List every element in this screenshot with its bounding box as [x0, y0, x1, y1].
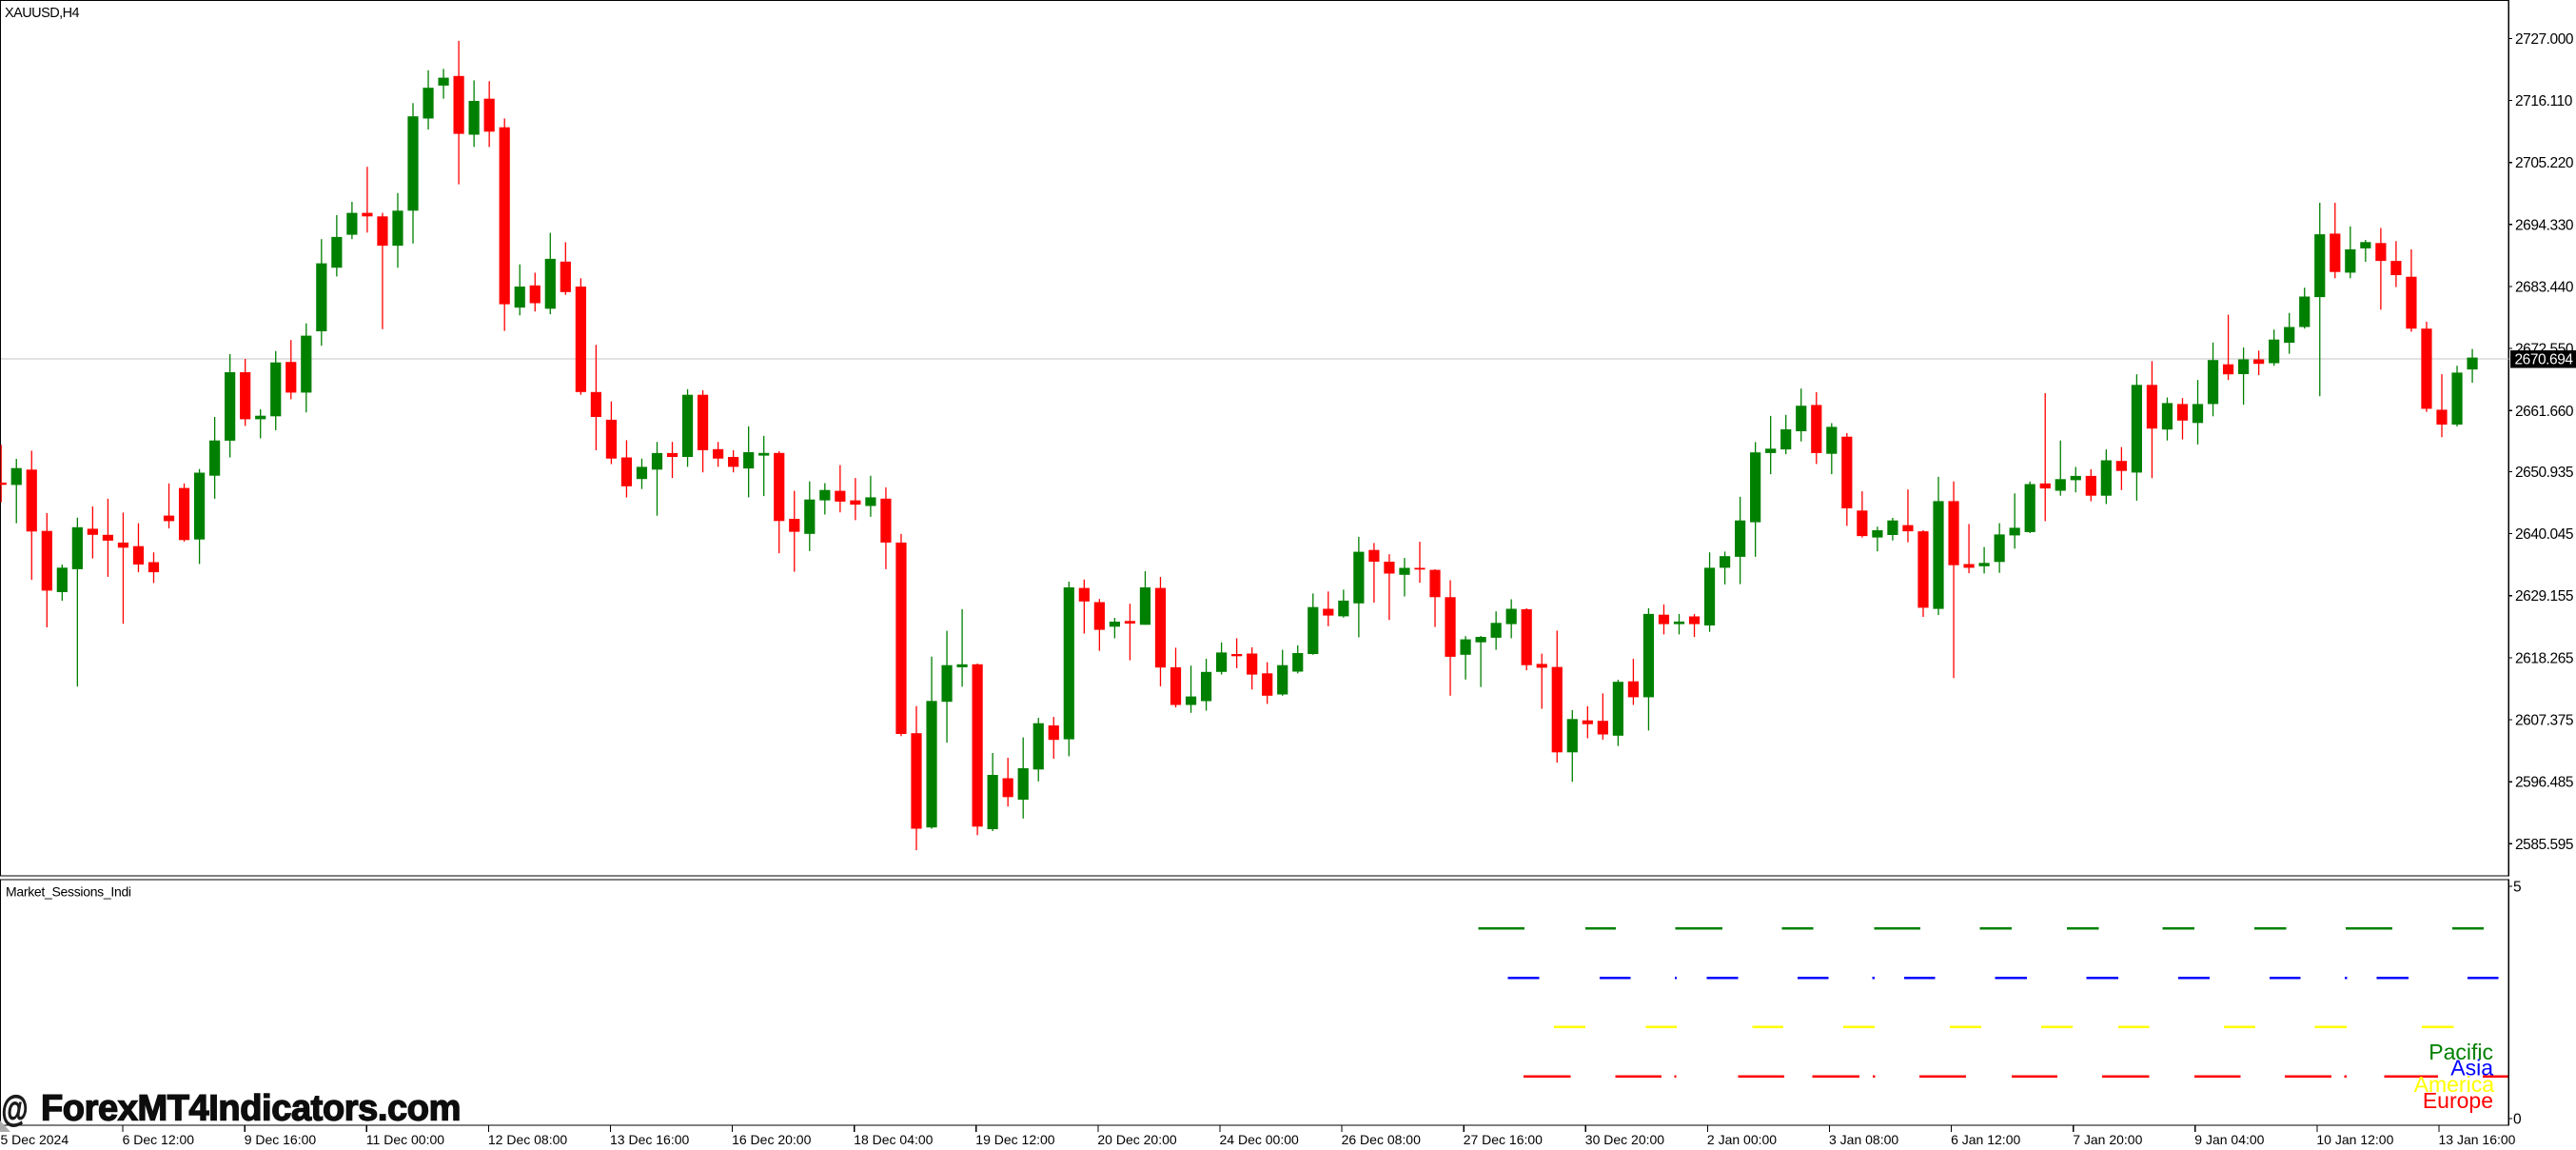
- svg-text:18 Dec 04:00: 18 Dec 04:00: [854, 1132, 933, 1147]
- svg-text:13 Dec 16:00: 13 Dec 16:00: [610, 1132, 689, 1147]
- svg-text:2618.265: 2618.265: [2515, 650, 2573, 666]
- svg-text:5 Dec 2024: 5 Dec 2024: [1, 1132, 69, 1147]
- svg-text:2670.694: 2670.694: [2515, 352, 2574, 368]
- svg-text:11 Dec 00:00: 11 Dec 00:00: [366, 1132, 444, 1147]
- svg-text:20 Dec 20:00: 20 Dec 20:00: [1097, 1132, 1176, 1147]
- svg-text:2705.220: 2705.220: [2515, 155, 2574, 171]
- svg-text:2683.440: 2683.440: [2515, 280, 2574, 296]
- svg-text:3 Jan 08:00: 3 Jan 08:00: [1829, 1132, 1898, 1147]
- svg-text:2 Jan 00:00: 2 Jan 00:00: [1707, 1132, 1777, 1147]
- svg-text:2596.485: 2596.485: [2515, 775, 2573, 791]
- svg-text:ForexMT4Indicators.com: ForexMT4Indicators.com: [41, 1089, 461, 1129]
- svg-text:26 Dec 08:00: 26 Dec 08:00: [1342, 1132, 1421, 1147]
- svg-text:Pacific: Pacific: [2429, 1040, 2493, 1064]
- svg-text:2727.000: 2727.000: [2515, 31, 2574, 48]
- svg-text:12 Dec 08:00: 12 Dec 08:00: [488, 1132, 567, 1147]
- svg-text:9 Dec 16:00: 9 Dec 16:00: [245, 1132, 317, 1147]
- svg-text:@: @: [2, 1090, 29, 1130]
- svg-text:2640.045: 2640.045: [2515, 526, 2573, 543]
- svg-text:6 Jan 12:00: 6 Jan 12:00: [1951, 1132, 2020, 1147]
- svg-text:5: 5: [2513, 880, 2522, 896]
- svg-text:America: America: [2414, 1072, 2495, 1097]
- svg-text:19 Dec 12:00: 19 Dec 12:00: [975, 1132, 1054, 1147]
- svg-text:16 Dec 20:00: 16 Dec 20:00: [732, 1132, 811, 1147]
- svg-text:2661.660: 2661.660: [2515, 404, 2574, 420]
- svg-text:Asia: Asia: [2450, 1056, 2493, 1081]
- svg-text:30 Dec 20:00: 30 Dec 20:00: [1585, 1132, 1664, 1147]
- svg-text:13 Jan 16:00: 13 Jan 16:00: [2439, 1132, 2516, 1147]
- svg-text:27 Dec 16:00: 27 Dec 16:00: [1464, 1132, 1543, 1147]
- svg-text:XAUUSD,H4: XAUUSD,H4: [5, 6, 80, 21]
- svg-text:2607.375: 2607.375: [2515, 713, 2573, 729]
- svg-text:24 Dec 00:00: 24 Dec 00:00: [1220, 1132, 1299, 1147]
- svg-text:7 Jan 20:00: 7 Jan 20:00: [2073, 1132, 2142, 1147]
- svg-text:2585.595: 2585.595: [2515, 837, 2573, 853]
- svg-text:10 Jan 12:00: 10 Jan 12:00: [2316, 1132, 2393, 1147]
- svg-text:6 Dec 12:00: 6 Dec 12:00: [123, 1132, 195, 1147]
- svg-text:Market_Sessions_Indi: Market_Sessions_Indi: [6, 884, 131, 900]
- svg-text:2650.935: 2650.935: [2515, 465, 2573, 481]
- svg-text:2716.110: 2716.110: [2515, 93, 2573, 109]
- svg-text:0: 0: [2513, 1112, 2522, 1128]
- svg-text:9 Jan 04:00: 9 Jan 04:00: [2194, 1132, 2264, 1147]
- svg-text:Europe: Europe: [2423, 1088, 2493, 1113]
- svg-text:2694.330: 2694.330: [2515, 217, 2574, 233]
- svg-text:2629.155: 2629.155: [2515, 588, 2573, 605]
